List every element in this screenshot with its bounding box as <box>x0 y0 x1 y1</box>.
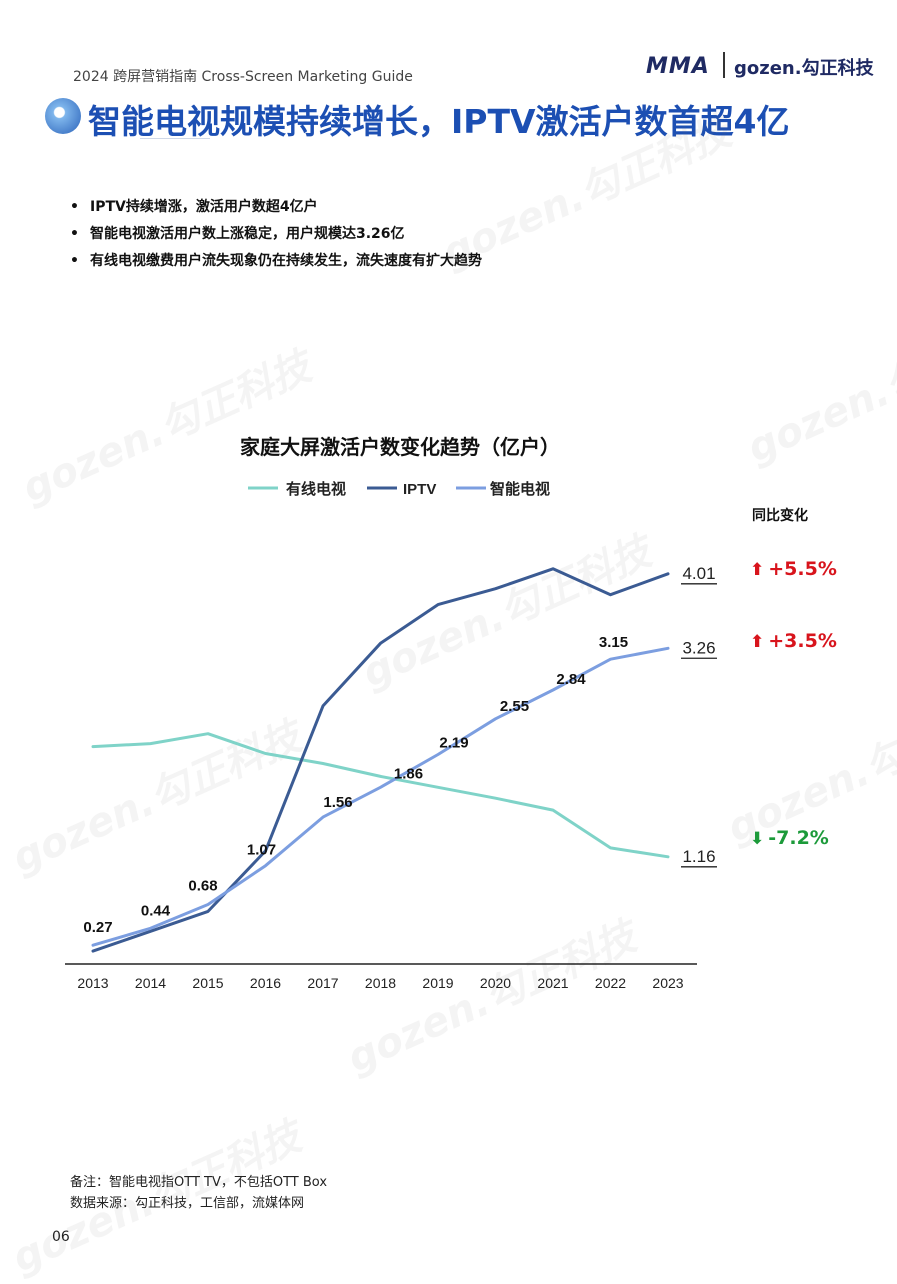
bullet-text: 智能电视激活用户数上涨稳定，用户规模达3.26亿 <box>90 226 405 242</box>
data-label: 2.84 <box>556 671 586 688</box>
title-underline <box>140 138 210 139</box>
x-tick-label: 2022 <box>595 975 626 991</box>
yoy-value: +3.5% <box>768 630 837 652</box>
data-label: 1.07 <box>247 842 276 859</box>
yoy-cable-tv: ⬇ -7.2% <box>750 827 829 849</box>
title-bullet-icon <box>45 98 81 134</box>
x-tick-label: 2015 <box>192 975 223 991</box>
end-value-label: 4.01 <box>682 564 715 583</box>
end-value-label: 3.26 <box>682 638 715 657</box>
page-number: 06 <box>52 1229 70 1245</box>
bullet-list: • IPTV持续增涨，激活用户数超4亿户 • 智能电视激活用户数上涨稳定，用户规模达… <box>70 194 482 275</box>
x-tick-label: 2018 <box>365 975 396 991</box>
mma-logo: MMA <box>646 54 710 79</box>
arrow-down-icon: ⬇ <box>750 829 765 849</box>
series-line <box>91 732 670 859</box>
yoy-header: 同比变化 <box>752 508 808 524</box>
remark-note: 备注：智能电视指OTT TV，不包括OTT Box <box>70 1175 328 1190</box>
yoy-value: +5.5% <box>768 558 837 580</box>
data-label: 2.19 <box>439 735 468 752</box>
x-tick-label: 2013 <box>77 975 108 991</box>
arrow-up-icon: ⬆ <box>750 632 765 652</box>
data-label: 0.27 <box>83 919 112 936</box>
end-value-label: 1.16 <box>682 847 715 866</box>
logo-divider <box>723 52 725 78</box>
bullet-item: • 智能电视激活用户数上涨稳定，用户规模达3.26亿 <box>70 226 405 242</box>
x-tick-label: 2017 <box>307 975 338 991</box>
series-line <box>91 567 670 953</box>
bullet-item: • 有线电视缴费用户流失现象仍在持续发生，流失速度有扩大趋势 <box>70 253 482 269</box>
x-tick-label: 2014 <box>135 975 166 991</box>
bullet-text: 有线电视缴费用户流失现象仍在持续发生，流失速度有扩大趋势 <box>90 253 482 269</box>
page-title: 智能电视规模持续增长，IPTV激活户数首超4亿 <box>88 102 790 141</box>
source-note: 数据来源：勾正科技，工信部，流媒体网 <box>70 1196 305 1211</box>
data-label: 3.15 <box>599 634 628 651</box>
yoy-smart-tv: ⬆ +3.5% <box>750 630 837 652</box>
data-label: 1.56 <box>323 794 352 811</box>
yoy-iptv: ⬆ +5.5% <box>750 558 837 580</box>
data-label: 1.86 <box>394 765 423 782</box>
data-label: 2.55 <box>500 698 529 715</box>
data-label: 0.68 <box>188 877 217 894</box>
legend-label: IPTV <box>403 481 436 498</box>
bullet-item: • IPTV持续增涨，激活用户数超4亿户 <box>70 199 318 215</box>
x-tick-label: 2021 <box>537 975 568 991</box>
x-tick-label: 2023 <box>652 975 683 991</box>
footnotes: 备注：智能电视指OTT TV，不包括OTT Box 数据来源：勾正科技，工信部，… <box>70 1172 327 1214</box>
bullet-text: IPTV持续增涨，激活用户数超4亿户 <box>90 199 318 215</box>
gozen-logo: gozen.勾正科技 <box>734 58 874 79</box>
arrow-up-icon: ⬆ <box>750 560 765 580</box>
legend-label: 智能电视 <box>490 480 550 498</box>
data-label: 0.44 <box>141 902 171 919</box>
series-line <box>91 646 670 947</box>
legend-label: 有线电视 <box>286 480 346 498</box>
chart-title: 家庭大屏激活户数变化趋势（亿户） <box>240 435 560 459</box>
x-tick-label: 2019 <box>422 975 453 991</box>
x-tick-label: 2020 <box>480 975 511 991</box>
yoy-value: -7.2% <box>768 827 829 849</box>
x-tick-label: 2016 <box>250 975 281 991</box>
guide-header-text: 2024 跨屏营销指南 Cross-Screen Marketing Guide <box>73 69 413 85</box>
